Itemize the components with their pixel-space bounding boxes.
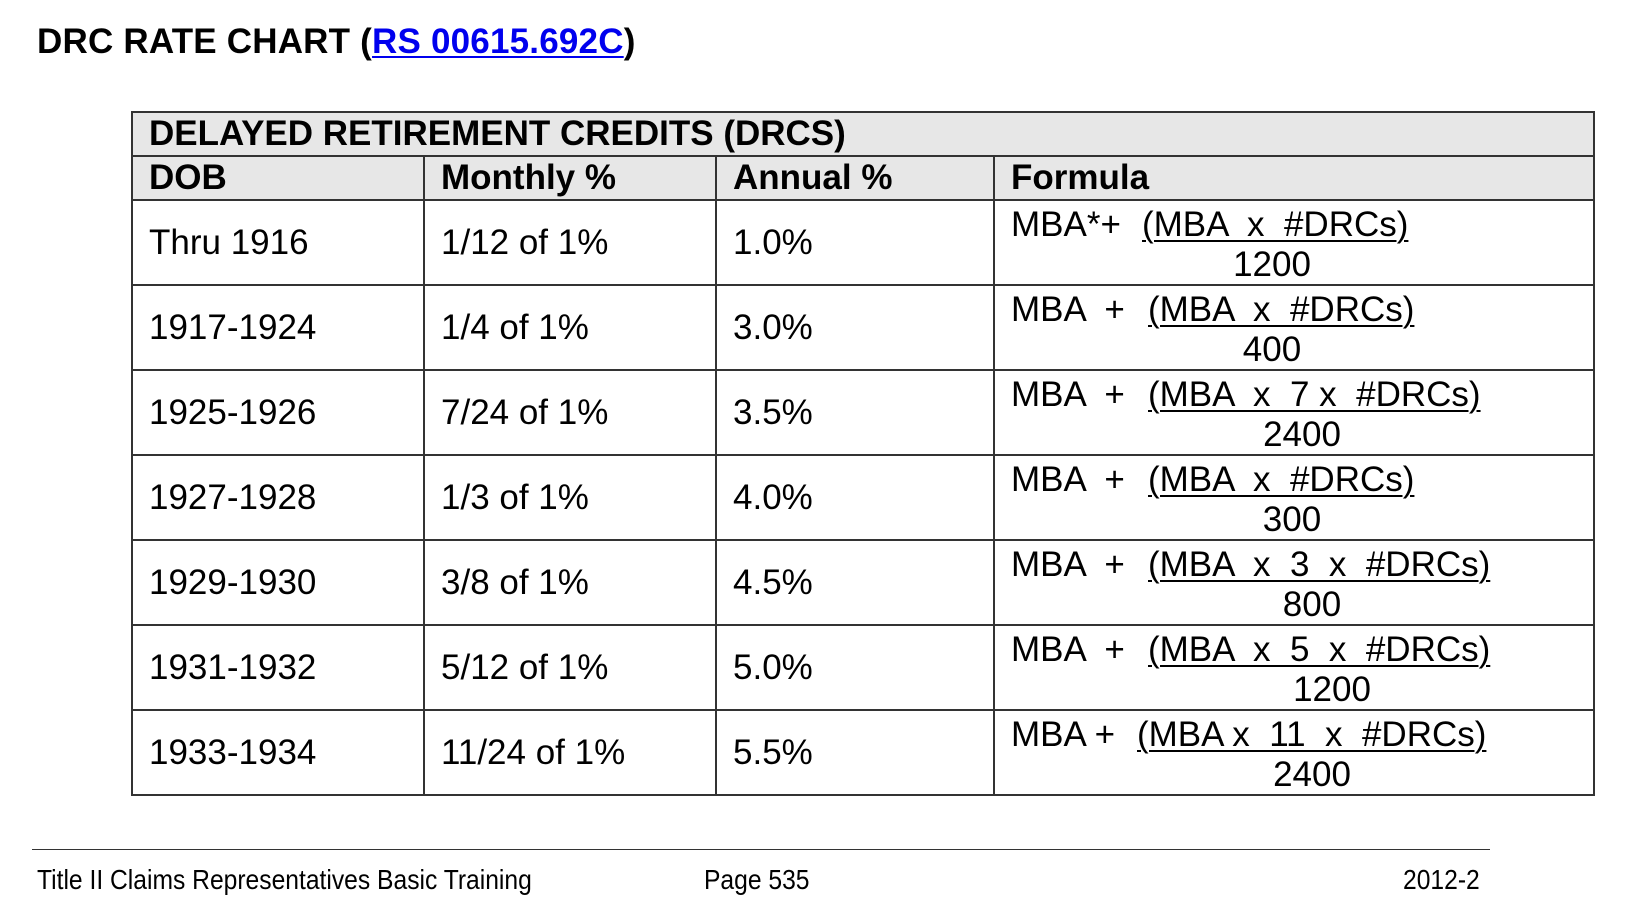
footer-course-title: Title II Claims Representatives Basic Tr…: [37, 864, 532, 895]
dob-cell: 1929-1930: [131, 539, 425, 626]
annual-percent-cell: 4.0%: [715, 454, 995, 541]
column-header-dob: DOB: [131, 155, 425, 201]
column-header-monthly: Monthly %: [423, 155, 717, 201]
column-header-annual: Annual %: [715, 155, 995, 201]
annual-percent-cell: 1.0%: [715, 199, 995, 286]
table-caption: DELAYED RETIREMENT CREDITS (DRCS): [131, 111, 1595, 157]
formula-numerator: (MBA x #DRCs): [1148, 290, 1415, 329]
page-title-text: DRC RATE CHART (: [37, 22, 373, 61]
table-header-row: DOB Monthly % Annual % Formula: [131, 155, 1595, 201]
formula-numerator: (MBA x #DRCs): [1142, 205, 1409, 244]
page-title-close-paren: ): [623, 22, 636, 61]
formula-cell: MBA + (MBA x #DRCs) 400: [993, 284, 1595, 371]
formula: MBA + (MBA x #DRCs) 400: [1011, 286, 1593, 369]
table-row: 1929-1930 3/8 of 1% 4.5% MBA + (MBA x 3 …: [131, 539, 1595, 626]
annual-percent-cell: 5.5%: [715, 709, 995, 796]
annual-percent-cell: 4.5%: [715, 539, 995, 626]
formula-cell: MBA + (MBA x #DRCs) 300: [993, 454, 1595, 541]
dob-cell: 1917-1924: [131, 284, 425, 371]
formula-prefix: MBA +: [1011, 460, 1125, 499]
formula-cell: MBA + (MBA x 11 x #DRCs) 2400: [993, 709, 1595, 796]
formula-prefix: MBA +: [1011, 290, 1125, 329]
table-row: 1931-1932 5/12 of 1% 5.0% MBA + (MBA x 5…: [131, 624, 1595, 711]
annual-percent-cell: 3.5%: [715, 369, 995, 456]
monthly-percent-cell: 1/3 of 1%: [423, 454, 717, 541]
table-row: 1933-1934 11/24 of 1% 5.5% MBA + (MBA x …: [131, 709, 1595, 796]
table-caption-row: DELAYED RETIREMENT CREDITS (DRCS): [131, 111, 1595, 157]
dob-cell: 1925-1926: [131, 369, 425, 456]
formula-prefix: MBA +: [1011, 715, 1116, 754]
monthly-percent-cell: 11/24 of 1%: [423, 709, 717, 796]
monthly-percent-cell: 5/12 of 1%: [423, 624, 717, 711]
formula-denominator: 1200: [1293, 670, 1371, 709]
formula-prefix: MBA +: [1011, 545, 1125, 584]
formula-denominator: 300: [1262, 500, 1322, 539]
page-title: DRC RATE CHART (RS 00615.692C): [37, 22, 636, 62]
formula-denominator: 1200: [1233, 245, 1311, 284]
dob-cell: Thru 1916: [131, 199, 425, 286]
dob-cell: 1927-1928: [131, 454, 425, 541]
table-row: 1927-1928 1/3 of 1% 4.0% MBA + (MBA x #D…: [131, 454, 1595, 541]
formula-prefix: MBA +: [1011, 630, 1125, 669]
formula: MBA + (MBA x 3 x #DRCs) 800: [1011, 541, 1593, 624]
annual-percent-cell: 5.0%: [715, 624, 995, 711]
formula-prefix: MBA*+: [1011, 205, 1121, 244]
monthly-percent-cell: 1/12 of 1%: [423, 199, 717, 286]
monthly-percent-cell: 1/4 of 1%: [423, 284, 717, 371]
formula: MBA + (MBA x 7 x #DRCs) 2400: [1011, 371, 1593, 454]
formula-denominator: 800: [1282, 585, 1342, 624]
footer-divider: [32, 849, 1490, 850]
footer-page-number: Page 535: [704, 864, 810, 895]
monthly-percent-cell: 3/8 of 1%: [423, 539, 717, 626]
formula-cell: MBA + (MBA x 7 x #DRCs) 2400: [993, 369, 1595, 456]
drc-rate-table: DELAYED RETIREMENT CREDITS (DRCS) DOB Mo…: [131, 111, 1595, 796]
formula-cell: MBA*+ (MBA x #DRCs) 1200: [993, 199, 1595, 286]
table-row: 1917-1924 1/4 of 1% 3.0% MBA + (MBA x #D…: [131, 284, 1595, 371]
rs-reference-link[interactable]: RS 00615.692C: [372, 22, 624, 61]
formula-prefix: MBA +: [1011, 375, 1125, 414]
formula: MBA*+ (MBA x #DRCs) 1200: [1011, 201, 1593, 284]
formula-numerator: (MBA x 11 x #DRCs): [1137, 715, 1487, 754]
formula-numerator: (MBA x 7 x #DRCs): [1148, 375, 1481, 414]
formula: MBA + (MBA x 11 x #DRCs) 2400: [1011, 711, 1593, 794]
formula-numerator: (MBA x 3 x #DRCs): [1148, 545, 1491, 584]
footer-version: 2012-2: [1403, 864, 1480, 895]
formula-cell: MBA + (MBA x 5 x #DRCs) 1200: [993, 624, 1595, 711]
column-header-formula: Formula: [993, 155, 1595, 201]
formula-denominator: 2400: [1273, 755, 1351, 794]
dob-cell: 1933-1934: [131, 709, 425, 796]
formula-cell: MBA + (MBA x 3 x #DRCs) 800: [993, 539, 1595, 626]
table-row: Thru 1916 1/12 of 1% 1.0% MBA*+ (MBA x #…: [131, 199, 1595, 286]
formula-denominator: 400: [1242, 330, 1302, 369]
formula: MBA + (MBA x 5 x #DRCs) 1200: [1011, 626, 1593, 709]
formula: MBA + (MBA x #DRCs) 300: [1011, 456, 1593, 539]
dob-cell: 1931-1932: [131, 624, 425, 711]
formula-numerator: (MBA x 5 x #DRCs): [1148, 630, 1491, 669]
table-row: 1925-1926 7/24 of 1% 3.5% MBA + (MBA x 7…: [131, 369, 1595, 456]
monthly-percent-cell: 7/24 of 1%: [423, 369, 717, 456]
formula-denominator: 2400: [1263, 415, 1341, 454]
annual-percent-cell: 3.0%: [715, 284, 995, 371]
formula-numerator: (MBA x #DRCs): [1148, 460, 1415, 499]
